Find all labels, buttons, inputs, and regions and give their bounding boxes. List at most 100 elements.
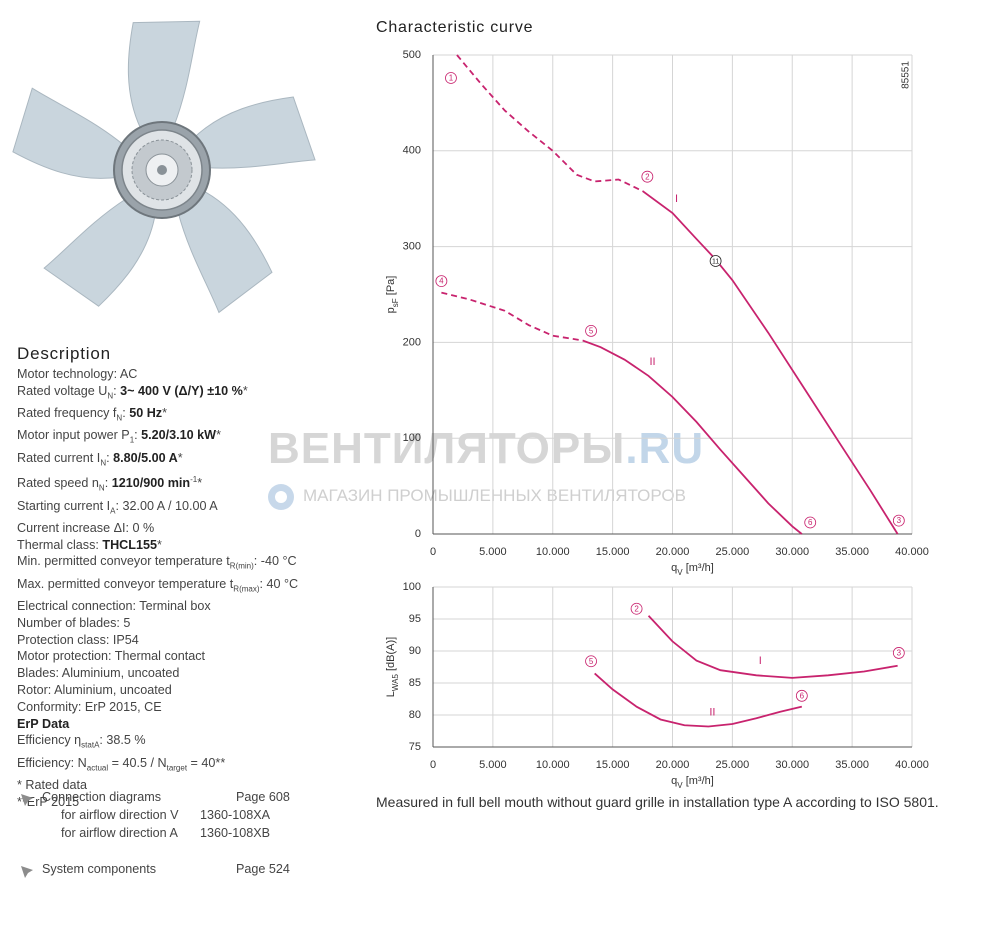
- link-item-text: for airflow direction V: [61, 808, 179, 822]
- link-label: System components: [42, 862, 157, 876]
- x-tick-label: 30.000: [775, 759, 809, 771]
- y-tick-label: 100: [403, 581, 421, 593]
- label-text: [m³/h]: [683, 562, 714, 574]
- subscript: N: [107, 391, 114, 401]
- description-line: **ErP 2015: [17, 794, 357, 811]
- description-line: Rotor: Aluminium, uncoated: [17, 682, 357, 699]
- link-row: System components Page 524: [20, 862, 360, 880]
- label-text: q: [671, 562, 677, 574]
- text: = 40**: [187, 755, 226, 770]
- description-line: Protection class: IP54: [17, 632, 357, 649]
- annotation-marker: [641, 170, 654, 183]
- bold-text: ErP Data: [17, 716, 70, 731]
- watermark-tagline: МАГАЗИН ПРОМЫШЛЕННЫХ ВЕНТИЛЯТОРОВ: [303, 486, 686, 505]
- text: *: [162, 406, 168, 421]
- annotation-label: 3: [897, 649, 902, 658]
- annotation-label: 6: [800, 691, 805, 700]
- series-line: [647, 615, 898, 679]
- description-line: Current increase ΔI: 0 %: [17, 520, 357, 537]
- fan-image: [12, 20, 316, 314]
- annotation-marker: [585, 325, 597, 337]
- text: Electrical connection: Terminal box: [17, 599, 211, 614]
- x-tick-label: 10.000: [536, 546, 570, 558]
- subscript: actual: [86, 763, 109, 773]
- text: *: [216, 428, 221, 443]
- description-line: ErP Data: [17, 716, 357, 733]
- description: Description Motor technology: AC Rated vo…: [17, 344, 357, 811]
- text: Motor technology: AC: [17, 367, 138, 381]
- text: :: [113, 383, 121, 398]
- link-label: Connection diagrams: [42, 790, 162, 804]
- series-line: [594, 672, 803, 728]
- annotation-marker: [435, 275, 448, 287]
- annotation-label: 4: [439, 277, 444, 286]
- description-line: Max. permitted conveyor temperature tR(m…: [17, 576, 357, 598]
- description-line: Rated frequency fN: 50 Hz*: [17, 405, 357, 427]
- bold-text: 3~ 400 V (Δ/Y) ±10 %: [120, 383, 243, 398]
- annotation-label: 2: [634, 604, 639, 613]
- text: Current increase ΔI: 0 %: [17, 520, 155, 535]
- x-tick-label: 30.000: [775, 546, 809, 558]
- y-axis-label: LWA5 [dB(A)]: [385, 637, 400, 697]
- arrow-shape: [21, 794, 33, 806]
- x-tick-label: 40.000: [895, 546, 929, 558]
- y-tick-label: 85: [409, 677, 421, 689]
- x-tick-label: 5.000: [479, 759, 507, 771]
- y-tick-label: 75: [409, 741, 421, 753]
- label-text: p: [385, 307, 397, 313]
- x-tick-label: 40.000: [895, 759, 929, 771]
- description-line: Rated voltage UN: 3~ 400 V (Δ/Y) ±10 %*: [17, 383, 357, 405]
- description-title: Description: [17, 344, 111, 363]
- y-tick-label: 100: [403, 432, 421, 444]
- x-tick-label: 0: [430, 546, 436, 558]
- y-tick-label: 400: [403, 145, 421, 157]
- subscript: A: [110, 506, 116, 516]
- bold-text: 1210/900 min: [111, 476, 191, 491]
- description-line: Blades: Aluminium, uncoated: [17, 665, 357, 682]
- text: Rated speed n: [17, 476, 99, 491]
- label-subscript: sF: [391, 298, 400, 307]
- y-tick-label: 90: [409, 645, 421, 657]
- x-axis-label: qV [m³/h]: [671, 562, 714, 577]
- text: Protection class: IP54: [17, 632, 139, 647]
- text: : 40 °C: [259, 576, 299, 591]
- subscript: R(max): [233, 584, 260, 594]
- description-lines: Motor technology: AC Rated voltage UN: 3~…: [17, 366, 357, 811]
- chart-code: 85551: [901, 61, 912, 89]
- text: Max. permitted conveyor temperature t: [17, 576, 234, 591]
- watermark-domain: .RU: [625, 424, 705, 473]
- description-line: Motor protection: Thermal contact: [17, 648, 357, 665]
- annotation-marker: [709, 255, 722, 267]
- link-item-text: for airflow direction A: [61, 826, 178, 840]
- text: Rated frequency f: [17, 406, 117, 421]
- x-tick-label: 20.000: [656, 759, 690, 771]
- description-line: Conformity: ErP 2015, CE: [17, 699, 357, 716]
- annotation-marker: [804, 516, 817, 529]
- superscript: -1: [190, 475, 198, 485]
- x-tick-label: 35.000: [835, 546, 869, 558]
- label-text: [Pa]: [385, 276, 397, 299]
- text: Min. permitted conveyor temperature t: [17, 554, 230, 569]
- subscript: statA: [81, 740, 100, 750]
- x-tick-label: 35.000: [835, 759, 869, 771]
- y-tick-label: 80: [409, 709, 421, 721]
- annotation-label: 5: [589, 327, 594, 336]
- x-axis-label: qV [m³/h]: [671, 775, 714, 790]
- text: Motor protection: Thermal contact: [17, 649, 206, 664]
- text: Conformity: ErP 2015, CE: [17, 699, 162, 714]
- x-tick-label: 15.000: [596, 759, 630, 771]
- description-line: Min. permitted conveyor temperature tR(m…: [17, 553, 357, 575]
- link-arrow: [21, 794, 33, 806]
- description-line: Starting current IA: 32.00 A / 10.00 A: [17, 498, 357, 520]
- x-tick-label: 15.000: [596, 546, 630, 558]
- series-label: II: [649, 356, 655, 368]
- annotation-marker: [445, 72, 457, 84]
- annotation-marker: [585, 655, 597, 668]
- link-page: Page 608: [236, 790, 290, 804]
- description-line: Motor technology: AC: [17, 366, 357, 383]
- text: : 38.5 %: [99, 733, 146, 748]
- link-item: for airflow direction A 1360-108XB: [20, 826, 360, 844]
- subscript: N: [100, 458, 107, 468]
